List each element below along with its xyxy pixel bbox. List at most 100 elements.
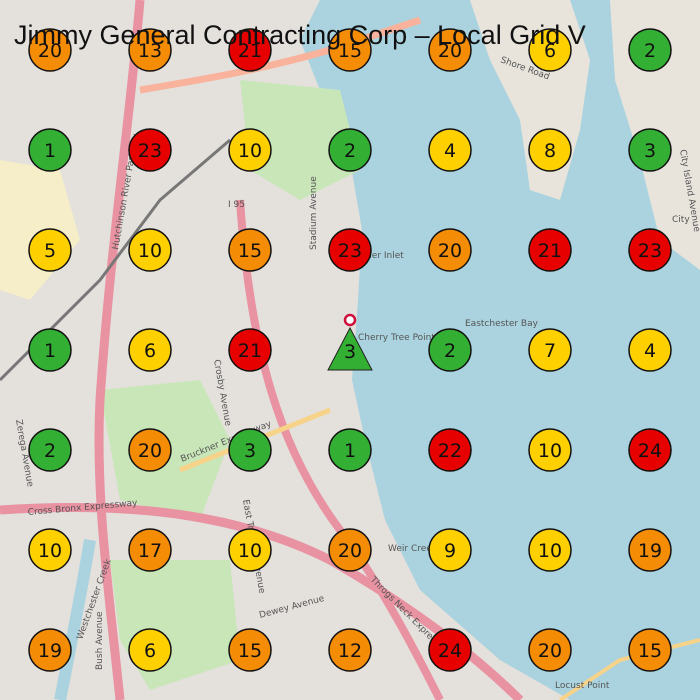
rank-label: 20 (538, 640, 562, 662)
rank-label: 20 (38, 40, 62, 62)
rank-label: 21 (238, 340, 262, 362)
rank-label: 20 (138, 440, 162, 462)
rank-label: 10 (238, 540, 262, 562)
map-label: Cherry Tree Point (358, 333, 435, 343)
road (94, 0, 145, 700)
map-label: Weir Creek (388, 544, 438, 554)
rank-marker (428, 128, 472, 172)
rank-label: 6 (144, 340, 156, 362)
rank-marker (128, 328, 172, 372)
rank-label: 15 (338, 40, 362, 62)
map-label: I 95 (228, 200, 245, 210)
rank-marker (328, 428, 372, 472)
rank-label: 10 (138, 240, 162, 262)
rank-marker (528, 128, 572, 172)
map-label: Stadium Avenue (309, 176, 319, 250)
rank-marker (328, 528, 372, 572)
water (300, 0, 700, 700)
rank-marker (528, 628, 572, 672)
rank-marker (428, 628, 472, 672)
creek (54, 539, 96, 700)
rank-marker (428, 228, 472, 272)
rank-marker (528, 528, 572, 572)
rank-marker (428, 28, 472, 72)
rank-label: 4 (444, 140, 456, 162)
rank-marker (628, 228, 672, 272)
rank-marker (628, 28, 672, 72)
map-label: Bush Avenue (95, 611, 105, 670)
rank-label: 15 (238, 640, 262, 662)
rank-label: 3 (244, 440, 256, 462)
rank-label: 21 (538, 240, 562, 262)
rank-marker (328, 128, 372, 172)
rank-label: 13 (138, 40, 162, 62)
rank-label: 3 (644, 140, 656, 162)
rank-marker (428, 428, 472, 472)
road (139, 16, 422, 94)
rank-marker (628, 328, 672, 372)
rank-marker (428, 528, 472, 572)
rank-label: 12 (338, 640, 362, 662)
rank-marker (628, 628, 672, 672)
park (240, 80, 360, 200)
rank-marker (628, 128, 672, 172)
area (0, 160, 80, 300)
grid-markers: 20 13 21 15 20 6 21 23 10 2 4 8 35 10 15 23 20 21 231 6 21 3 2… (28, 28, 672, 672)
rank-label: 1 (44, 340, 56, 362)
map-label: Palmer Inlet (350, 251, 404, 261)
rank-label: 19 (638, 540, 662, 562)
rank-label: 2 (344, 140, 356, 162)
rank-label: 1 (44, 140, 56, 162)
rank-label: 6 (144, 640, 156, 662)
rank-label: 24 (438, 640, 462, 662)
rank-label: 4 (644, 340, 656, 362)
rank-label: 19 (38, 640, 62, 662)
rank-marker (428, 328, 472, 372)
rank-marker (328, 228, 372, 272)
rank-label: 10 (538, 440, 562, 462)
rank-marker (128, 28, 172, 72)
rank-label: 22 (438, 440, 462, 462)
rank-marker (128, 128, 172, 172)
location-pin (343, 313, 357, 327)
rank-label: 2 (444, 340, 456, 362)
rank-label: 3 (344, 341, 356, 363)
title: Jimmy General Contracting Corp – Local G… (14, 20, 586, 50)
rank-marker (228, 28, 272, 72)
rank-marker (528, 228, 572, 272)
rank-label: 23 (638, 240, 662, 262)
rank-marker (228, 428, 272, 472)
rank-label: 1 (344, 440, 356, 462)
rank-marker (528, 28, 572, 72)
rank-marker (28, 228, 72, 272)
rank-marker (28, 428, 72, 472)
rank-label: 5 (44, 240, 56, 262)
rank-label: 6 (544, 40, 556, 62)
rank-marker (228, 328, 272, 372)
rank-marker (228, 128, 272, 172)
rank-label: 10 (538, 540, 562, 562)
map-label: City (672, 215, 690, 225)
rank-marker (327, 326, 373, 371)
rank-marker (228, 228, 272, 272)
rank-marker (328, 28, 372, 72)
rank-marker (328, 628, 372, 672)
rank-label: 20 (338, 540, 362, 562)
rank-label: 10 (238, 140, 262, 162)
road (558, 638, 700, 700)
rank-marker (128, 628, 172, 672)
rank-marker (128, 528, 172, 572)
rank-marker (528, 328, 572, 372)
rank-label: 15 (638, 640, 662, 662)
rank-label: 2 (644, 40, 656, 62)
map-label: Eastchester Bay (465, 319, 539, 329)
rank-label: 2 (44, 440, 56, 462)
rank-marker (28, 328, 72, 372)
rank-label: 15 (238, 240, 262, 262)
rank-marker (28, 528, 72, 572)
rank-marker (28, 28, 72, 72)
rank-label: 9 (444, 540, 456, 562)
rank-marker (228, 528, 272, 572)
